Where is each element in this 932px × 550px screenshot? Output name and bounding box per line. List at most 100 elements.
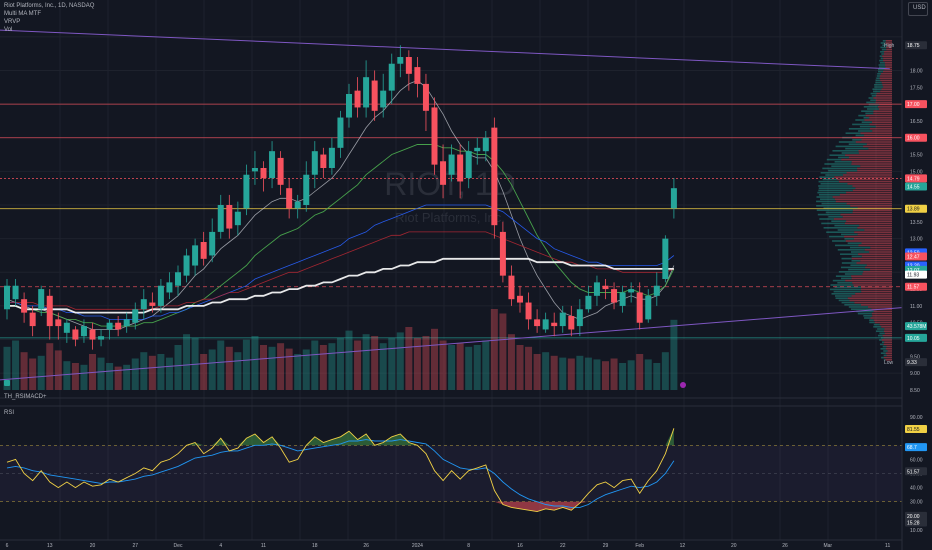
- vrvp-bar-down: [873, 97, 892, 99]
- rsi-tick-label: 10.00: [910, 528, 923, 534]
- vrvp-bar-down: [887, 350, 892, 352]
- vrvp-bar-up: [880, 57, 884, 60]
- vrvp-bar-down: [875, 125, 892, 128]
- sub-indicator-label[interactable]: TH_RSIMACD+: [4, 394, 47, 400]
- volume-bar: [448, 345, 456, 390]
- candle-body: [405, 57, 412, 74]
- vrvp-bar-down: [853, 284, 892, 286]
- candle-body: [440, 161, 447, 185]
- event-marker-icon[interactable]: [680, 382, 686, 388]
- price-level-value: 43.578M: [907, 324, 926, 330]
- vrvp-bar-down: [885, 66, 892, 68]
- vrvp-bar-up: [851, 260, 861, 262]
- vrvp-bar-up: [867, 108, 879, 110]
- volume-bar: [285, 348, 293, 390]
- vrvp-bar-down: [854, 301, 892, 304]
- vrvp-bar-down: [874, 321, 892, 324]
- vrvp-bar-down: [852, 185, 892, 187]
- vrvp-bar-up: [841, 257, 852, 260]
- candle-body: [593, 282, 600, 296]
- volume-bar: [670, 319, 678, 390]
- vrvp-bar-down: [883, 57, 892, 60]
- vrvp-bar-up: [881, 341, 885, 343]
- volume-bar: [619, 363, 627, 390]
- vrvp-bar-down: [851, 277, 892, 280]
- vrvp-bar-down: [863, 271, 892, 273]
- vrvp-bar-up: [849, 246, 871, 249]
- vrvp-bar-up: [833, 290, 862, 293]
- vrvp-bar-down: [886, 48, 892, 51]
- price-level-tag: [905, 270, 927, 279]
- price-level-value: 14.55: [907, 185, 920, 191]
- price-tick-label: 18.00: [910, 68, 923, 74]
- vrvp-bar-up: [868, 103, 880, 106]
- rsi-level-tag: [905, 443, 927, 452]
- candle-body: [568, 316, 575, 330]
- vrvp-bar-down: [863, 145, 892, 148]
- volume-bar: [251, 336, 259, 390]
- vrvp-bar-down: [858, 150, 892, 152]
- vrvp-bar-down: [881, 326, 892, 328]
- candle-body: [465, 151, 472, 179]
- candle-body: [457, 154, 464, 182]
- vrvp-bar-up: [863, 315, 873, 317]
- price-axis[interactable]: 18.0017.5016.5016.0015.5015.0014.5013.50…: [884, 41, 927, 394]
- vrvp-bar-up: [818, 180, 839, 183]
- vrvp-bar-down: [860, 286, 892, 288]
- candle-body: [12, 285, 19, 300]
- volume-bar: [174, 345, 182, 390]
- vrvp-bar-up: [822, 178, 838, 181]
- vrvp-bar-up: [870, 92, 877, 95]
- vrvp-bar-up: [855, 134, 865, 137]
- candle-body: [149, 302, 156, 306]
- volume-bar: [200, 354, 208, 390]
- price-tick-label: 17.50: [910, 85, 923, 91]
- candle-body: [508, 275, 515, 300]
- rsi-level-value: 15.28: [907, 520, 920, 526]
- vrvp-bar-up: [868, 97, 874, 99]
- time-axis[interactable]: 6 13 20 27 Dec 4 11 18 26 2024 8 16 22 29 Feb 12 20 26 Mar…: [0, 539, 902, 549]
- vrvp-bar-up: [877, 73, 882, 75]
- candle-body: [98, 336, 105, 340]
- rsi-level-value: 68.7: [907, 445, 917, 451]
- vrvp-bar-up: [832, 150, 859, 152]
- currency-label[interactable]: USD: [913, 5, 926, 11]
- volume-bar: [225, 346, 233, 390]
- candle-body: [662, 238, 669, 279]
- vrvp-bar-up: [819, 218, 834, 220]
- vrvp-bar-up: [816, 200, 836, 203]
- vrvp-bar-down: [840, 213, 892, 216]
- vrvp-bar-down: [883, 330, 892, 332]
- vrvp-bar-down: [869, 251, 892, 253]
- vrvp-bar-down: [852, 282, 892, 284]
- vrvp-bar-up: [875, 81, 882, 84]
- indicator-label-vol[interactable]: Vol: [4, 27, 13, 33]
- vrvp-bar-down: [883, 86, 892, 88]
- candle-body: [72, 329, 79, 340]
- price-level-tag: [905, 204, 927, 213]
- vrvp-bar-up: [861, 121, 873, 123]
- vrvp-bar-up: [865, 112, 874, 115]
- vrvp-bar-up: [879, 66, 886, 68]
- flag-marker-icon[interactable]: [4, 380, 10, 386]
- vrvp-bar-up: [818, 189, 853, 192]
- vrvp-bar-down: [857, 207, 892, 209]
- vrvp-bar-down: [851, 275, 892, 277]
- vrvp-bar-up: [831, 165, 861, 167]
- price-level-label: High: [884, 43, 895, 49]
- vrvp-bar-down: [873, 110, 892, 112]
- indicator-label-ma[interactable]: Multi MA MTF: [4, 11, 41, 17]
- rsi-axis[interactable]: 90.0070.0060.0050.0040.0030.0020.0010.00…: [905, 415, 927, 534]
- trend-lines[interactable]: [0, 29, 903, 381]
- vrvp-bar-up: [876, 330, 884, 332]
- vrvp-bar-up: [870, 99, 877, 101]
- rsi-line: [6, 428, 675, 513]
- indicator-label-vrvp[interactable]: VRVP: [4, 19, 21, 25]
- vrvp-bar-down: [873, 112, 892, 115]
- vrvp-bar-down: [868, 147, 892, 150]
- vrvp-bar-down: [846, 191, 892, 194]
- candle-body: [140, 299, 147, 310]
- vrvp-bar-down: [851, 257, 892, 260]
- candle-body: [397, 57, 404, 64]
